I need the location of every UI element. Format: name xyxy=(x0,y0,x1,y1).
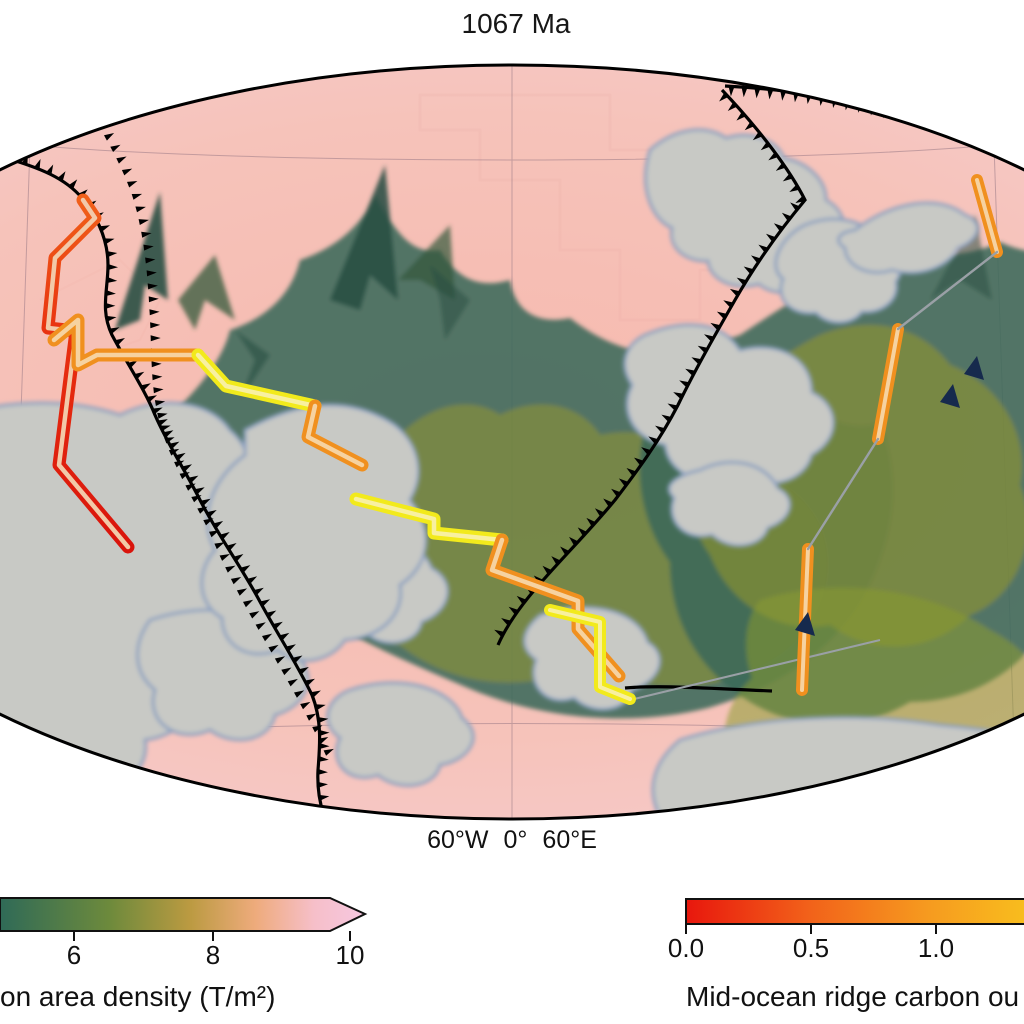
svg-text:60°W 0° 60°E: 60°W 0° 60°E xyxy=(427,826,597,854)
svg-text:0.5: 0.5 xyxy=(793,933,829,963)
svg-text:Mid-ocean ridge carbon ou: Mid-ocean ridge carbon ou xyxy=(686,981,1019,1012)
svg-text:1067 Ma: 1067 Ma xyxy=(462,8,571,39)
svg-text:1.0: 1.0 xyxy=(918,933,954,963)
svg-text:on area density (T/m²): on area density (T/m²) xyxy=(0,981,275,1012)
svg-text:8: 8 xyxy=(206,940,220,970)
svg-text:6: 6 xyxy=(67,940,81,970)
svg-text:0.0: 0.0 xyxy=(668,933,704,963)
svg-text:10: 10 xyxy=(336,940,365,970)
